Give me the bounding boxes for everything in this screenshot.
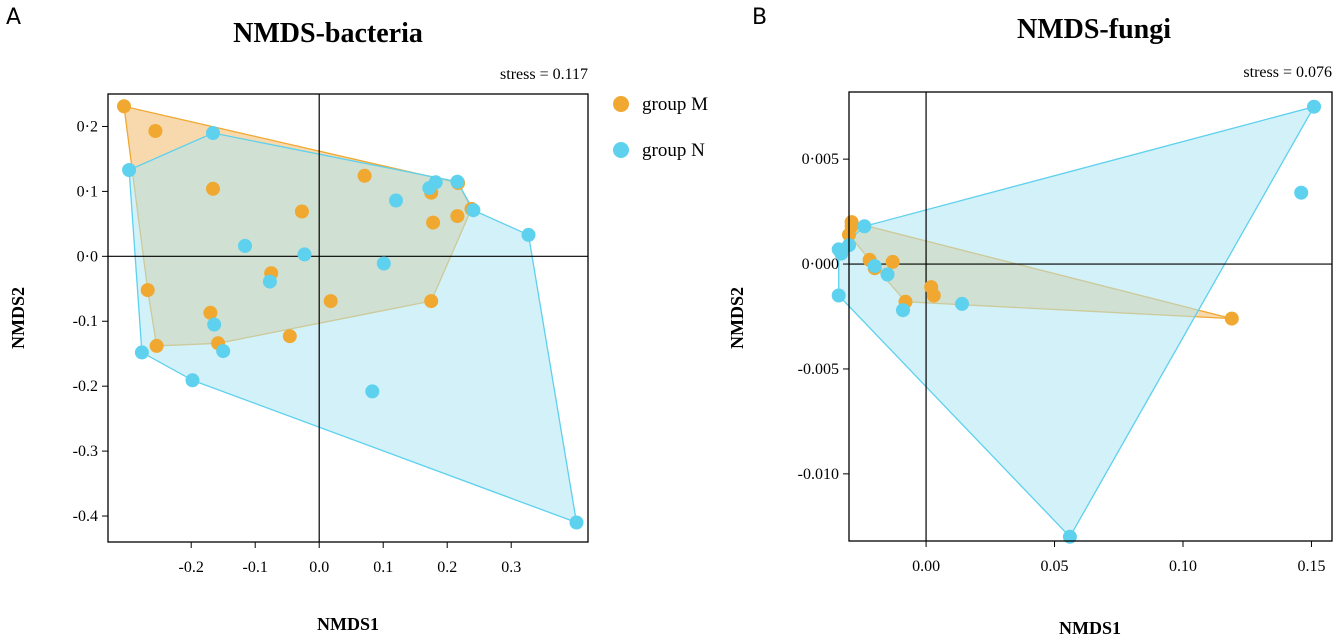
legend: group M group N (613, 94, 708, 161)
point-group-n (365, 384, 380, 399)
point-group-m (203, 305, 218, 320)
point-group-n (450, 174, 465, 189)
point-group-n (216, 344, 231, 359)
point-group-n (428, 175, 443, 190)
y-tick-label: 0·2 (77, 118, 98, 135)
y-tick-label: -0.005 (798, 361, 839, 378)
y-tick-label: 0·000 (802, 256, 839, 273)
point-group-n (185, 373, 200, 388)
y-tick-label: 0·1 (77, 183, 98, 200)
x-tick-label: 0.15 (1297, 558, 1325, 575)
point-group-n (831, 288, 846, 303)
legend-marker-group-m (613, 96, 629, 112)
point-group-n (134, 345, 149, 360)
point-group-n (122, 163, 137, 177)
panel-b-plot-frame (848, 91, 1333, 542)
point-group-m (282, 329, 297, 344)
x-tick-label: -0.1 (243, 559, 268, 576)
panel-a: A NMDS-bacteria stress = 0.117 -0.2 -0.1 0… (6, 5, 708, 634)
y-tick-label: -0.4 (73, 508, 98, 525)
point-group-n (262, 274, 277, 289)
point-group-m (926, 288, 941, 303)
y-tick-label: -0.3 (73, 443, 98, 460)
point-group-n (466, 203, 481, 218)
point-group-m (323, 294, 338, 309)
point-group-m (206, 181, 220, 196)
point-group-n (1062, 529, 1077, 544)
x-tick-label: 0.00 (912, 558, 940, 575)
legend-label-group-m: group M (642, 94, 708, 115)
point-group-m (294, 204, 309, 219)
x-tick-label: -0.2 (179, 559, 204, 576)
y-tick-label: -0.1 (73, 313, 98, 330)
point-group-m (1224, 311, 1239, 326)
y-tick-label: 0·005 (802, 151, 839, 168)
point-group-n (867, 259, 882, 274)
point-group-m (885, 254, 900, 269)
panel-b-title: NMDS-fungi (1017, 14, 1171, 45)
panel-b-y-label: NMDS2 (727, 287, 747, 349)
panel-b-x-label: NMDS1 (1059, 618, 1121, 635)
y-tick-label: -0.010 (798, 466, 839, 483)
point-group-m (450, 209, 465, 224)
point-group-n (238, 238, 252, 253)
point-group-n (1294, 185, 1309, 200)
panel-a-stress: stress = 0.117 (500, 66, 588, 83)
panel-b-zero-lines (849, 92, 1332, 541)
panel-a-points (117, 99, 584, 530)
panel-a-letter: A (6, 5, 21, 30)
x-tick-label: 0.05 (1041, 558, 1069, 575)
point-group-m (148, 124, 163, 138)
legend-label-group-n: group N (642, 140, 705, 161)
panel-b-hulls (838, 105, 1316, 538)
x-tick-label: 0.2 (437, 559, 457, 576)
point-group-n (376, 256, 391, 271)
point-group-n (389, 193, 403, 208)
point-group-n (857, 219, 872, 234)
panel-b-y-axis: 0·005 0·000 -0.005 -0.010 (798, 151, 849, 483)
panel-b-points (831, 99, 1321, 544)
panel-a-y-label: NMDS2 (8, 287, 28, 349)
point-group-n (207, 317, 222, 332)
point-group-n (955, 296, 969, 311)
point-group-n (1307, 99, 1321, 114)
point-group-m (426, 215, 441, 230)
point-group-m (140, 283, 155, 298)
point-group-m (149, 338, 164, 353)
point-group-m (117, 99, 131, 114)
point-group-n (206, 126, 220, 140)
y-tick-label: -0.2 (73, 378, 98, 395)
point-group-n (880, 267, 895, 282)
panel-a-title: NMDS-bacteria (233, 18, 423, 49)
legend-marker-group-n (613, 142, 629, 158)
y-tick-label: 0·0 (77, 248, 98, 265)
x-tick-label: 0.0 (309, 559, 329, 576)
panel-a-x-axis: -0.2 -0.1 0.0 0.1 0.2 0.3 (179, 542, 521, 576)
point-group-n (831, 242, 846, 257)
point-group-m (844, 215, 859, 230)
panel-a-hulls (123, 105, 578, 524)
panel-a-x-label: NMDS1 (317, 614, 379, 634)
hull-group-n (128, 132, 578, 524)
point-group-n (569, 515, 584, 530)
panel-a-y-axis: 0·2 0·1 0·0 -0.1 -0.2 -0.3 -0.4 (73, 118, 108, 525)
x-tick-label: 0.1 (373, 559, 393, 576)
x-tick-label: 0.10 (1169, 558, 1197, 575)
point-group-m (357, 168, 372, 183)
panel-b: B NMDS-fungi stress = 0.076 0.00 0.05 0.10… (727, 5, 1333, 635)
hull-group-n (838, 105, 1316, 538)
panel-a-plot-frame (107, 93, 589, 543)
panel-b-letter: B (752, 5, 767, 30)
point-group-n (896, 303, 910, 318)
panel-a-zero-lines (108, 94, 588, 542)
point-group-n (297, 247, 312, 262)
x-tick-label: 0.3 (501, 559, 521, 576)
point-group-n (521, 227, 536, 242)
panel-b-stress: stress = 0.076 (1243, 64, 1332, 81)
point-group-m (424, 294, 439, 309)
panel-b-x-axis: 0.00 0.05 0.10 0.15 (912, 541, 1325, 575)
